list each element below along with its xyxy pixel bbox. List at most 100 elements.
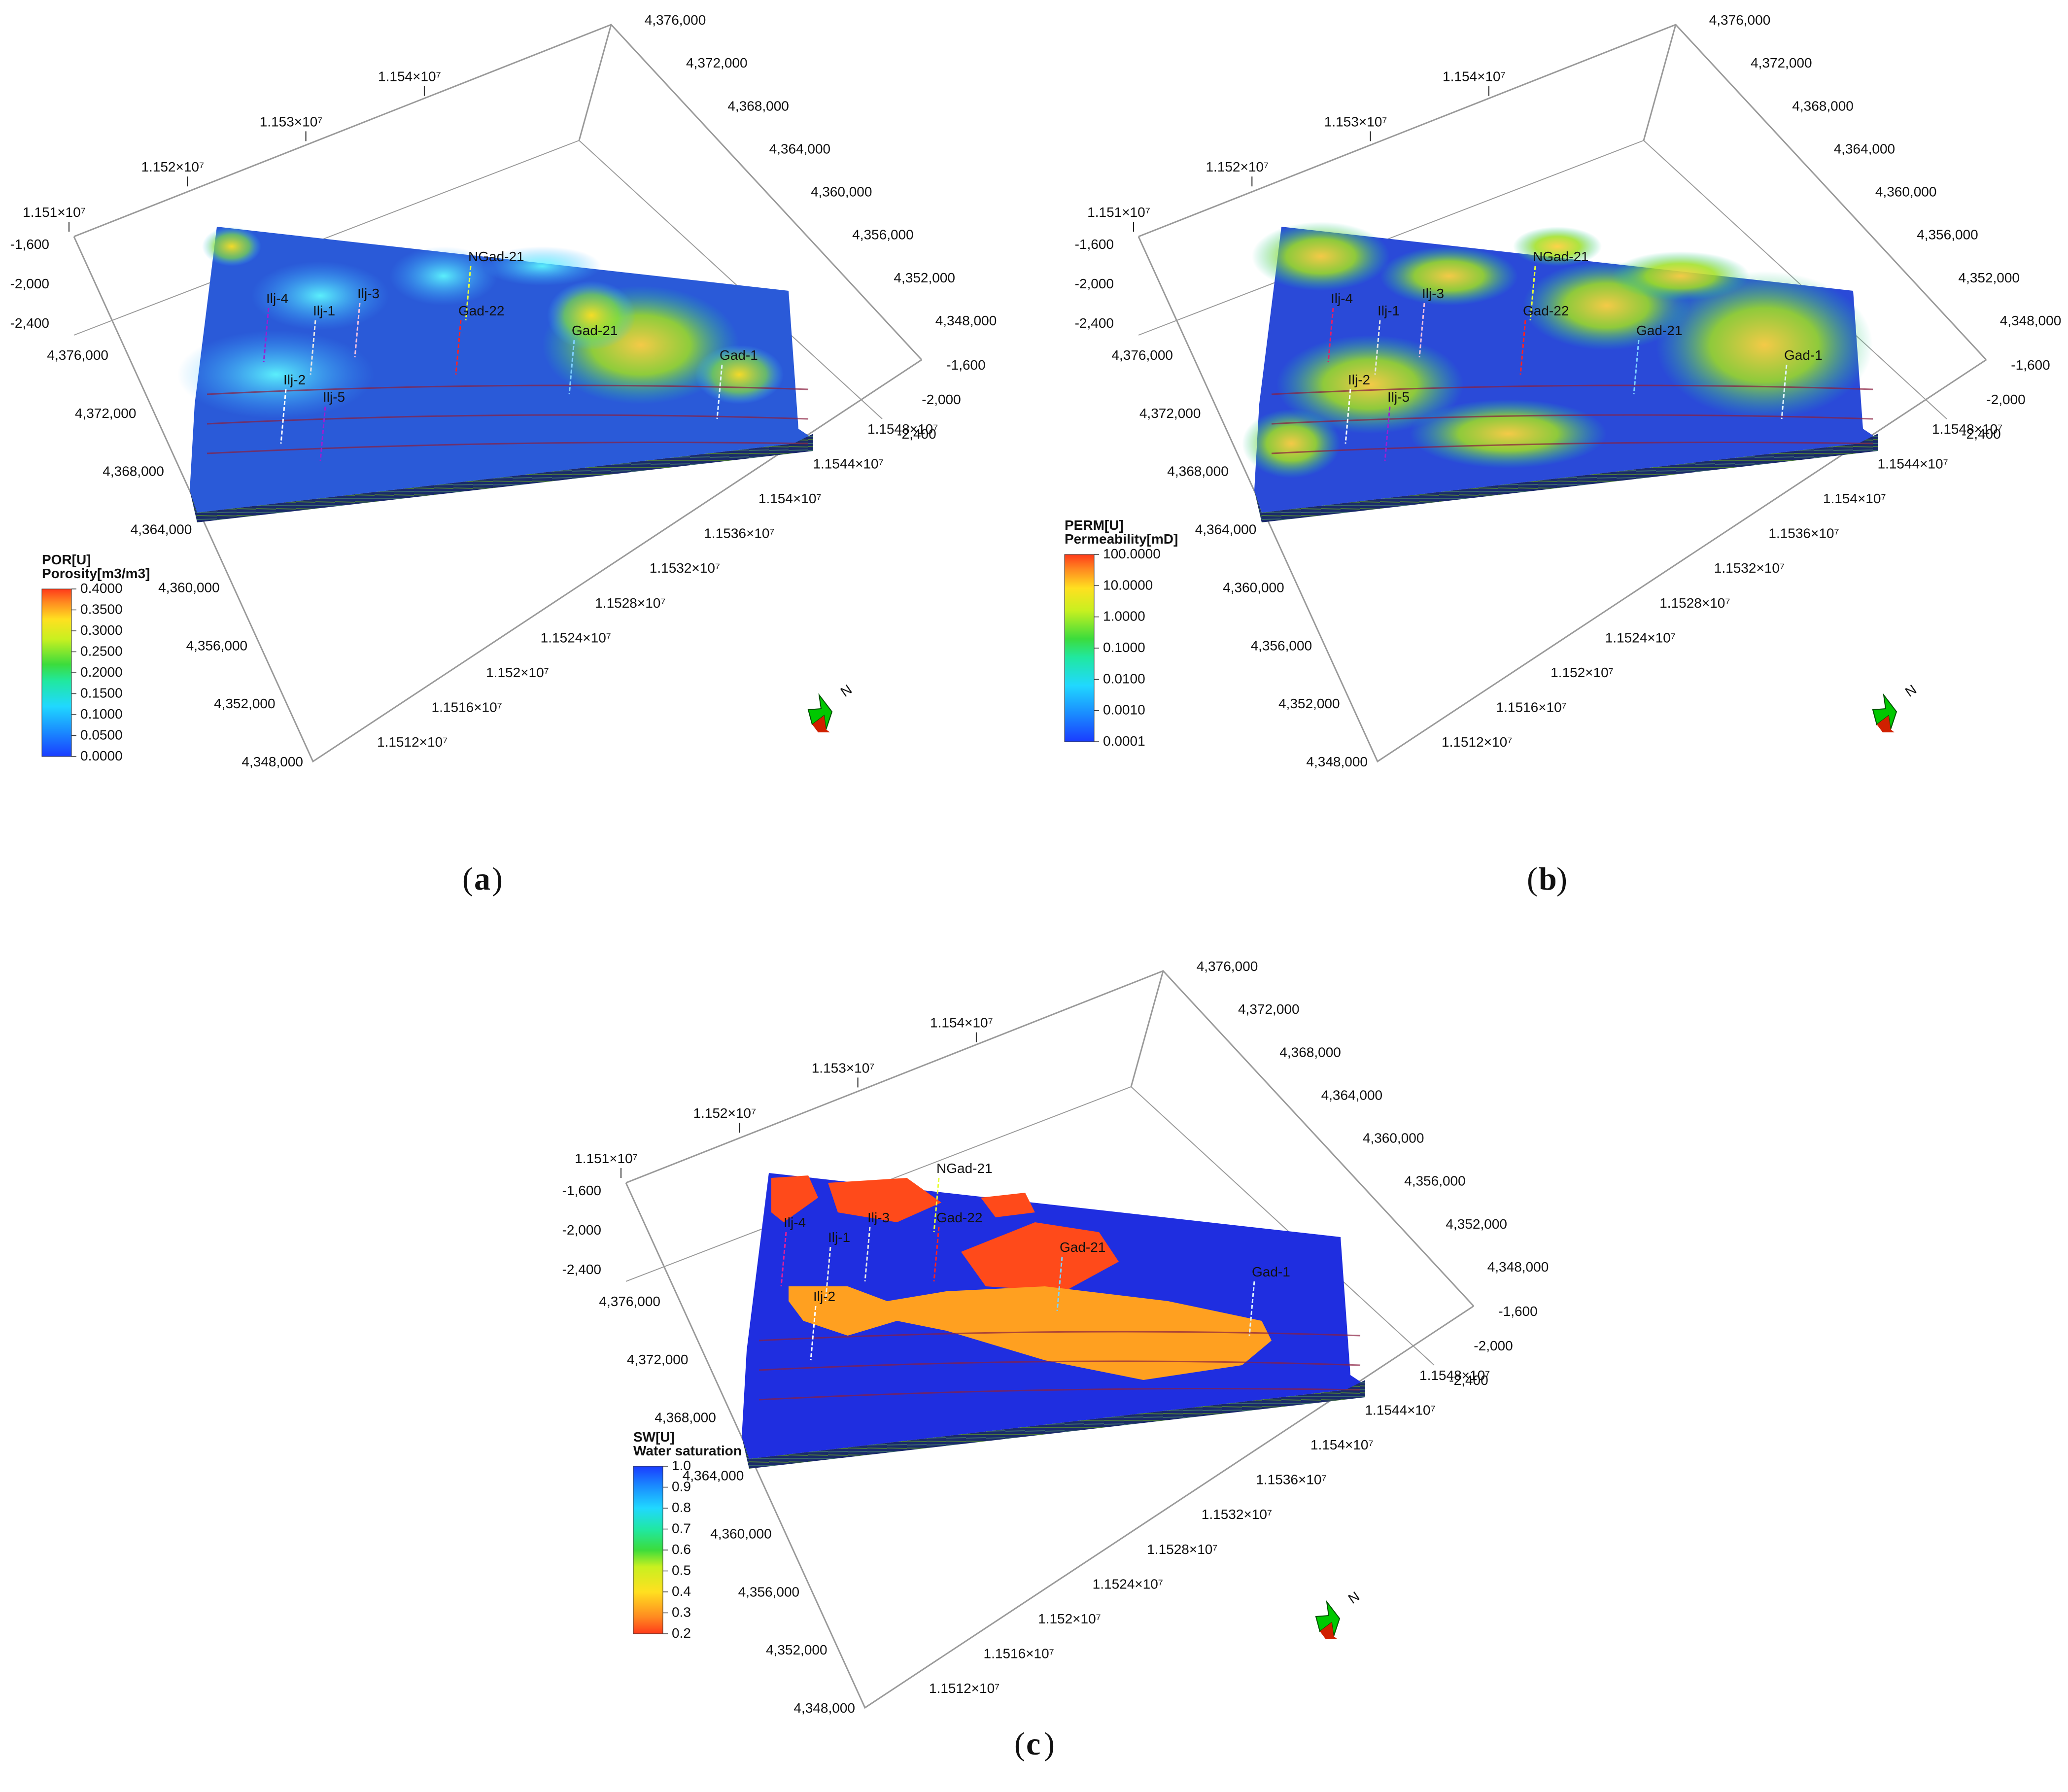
left-y-tick-label: 4,364,000 xyxy=(683,1468,744,1483)
well-trajectory xyxy=(1418,303,1425,358)
right-z-tick-label: -1,600 xyxy=(2011,357,2050,373)
caption-letter: c xyxy=(1026,1726,1040,1762)
left-y-tick-label: 4,376,000 xyxy=(1111,347,1173,363)
well-label: Gad-21 xyxy=(572,323,618,338)
left-y-tick-label: 4,348,000 xyxy=(793,1700,855,1716)
left-y-tick-label: 4,364,000 xyxy=(131,522,192,537)
box-inner-edge xyxy=(1138,140,1644,336)
bottom-x-tick-label: 1.1548×10⁷ xyxy=(1932,421,2002,437)
top-x-tick-label: 1.154×10⁷ xyxy=(378,69,441,84)
well-label: Ilj-5 xyxy=(1387,389,1410,405)
bottom-x-tick-label: 1.1532×10⁷ xyxy=(1202,1507,1272,1522)
caption-paren-close: ) xyxy=(1044,1726,1055,1762)
right-y-tick-label: 4,352,000 xyxy=(894,270,955,285)
legend-color-bar xyxy=(1064,554,1095,742)
left-y-tick-label: 4,360,000 xyxy=(710,1526,772,1541)
well-trajectory xyxy=(864,1227,871,1282)
well-label: Gad-22 xyxy=(458,303,504,318)
north-arrow: N xyxy=(1872,682,1919,732)
right-y-tick-label: 4,360,000 xyxy=(811,184,872,200)
well-trajectory xyxy=(1384,406,1391,461)
right-y-tick-label: 4,352,000 xyxy=(1446,1216,1507,1232)
legend-title: PERM[U] xyxy=(1065,517,1124,533)
right-z-tick-label: -2,400 xyxy=(897,426,936,442)
north-arrow-base xyxy=(1320,1622,1338,1639)
right-y-tick-label: 4,368,000 xyxy=(1279,1044,1341,1060)
porosity-blob xyxy=(483,246,601,286)
well-label: Gad-21 xyxy=(1060,1240,1105,1255)
horizons xyxy=(758,1331,1361,1401)
well-trajectory xyxy=(1374,320,1381,375)
permeability-blob xyxy=(1242,409,1341,478)
well-label: Ilj-3 xyxy=(1422,286,1444,301)
permeability-blob xyxy=(1252,222,1390,291)
left-z-tick-label: -1,600 xyxy=(562,1183,601,1198)
box-vertical-edge xyxy=(1643,24,1677,141)
left-y-tick-label: 4,368,000 xyxy=(655,1410,716,1425)
well-label: Ilj-2 xyxy=(1348,372,1370,387)
bottom-x-tick-label: 1.1512×10⁷ xyxy=(929,1681,1000,1696)
left-y-tick-label: 4,348,000 xyxy=(1306,754,1368,769)
horizons xyxy=(207,384,809,454)
well-trajectory xyxy=(354,303,361,358)
well-trajectory xyxy=(455,320,462,375)
bottom-x-tick-label: 1.1528×10⁷ xyxy=(1659,595,1730,611)
permeability-blob xyxy=(1656,271,1873,419)
porosity-blob xyxy=(695,345,784,404)
well-label: Ilj-4 xyxy=(266,291,288,306)
bottom-x-tick-label: 1.1548×10⁷ xyxy=(1419,1368,1490,1383)
legend-tick-label: 0.0001 xyxy=(1103,733,1145,749)
well-trajectory xyxy=(780,1232,787,1287)
bottom-x-axis: 1.1512×10⁷ 1.1516×10⁷ 1.152×10⁷ 1.1524×10⁷ 1… xyxy=(929,1368,1490,1696)
well-trajectory xyxy=(1327,308,1334,363)
legend-title: SW[U] xyxy=(633,1429,675,1445)
right-z-tick-label: -1,600 xyxy=(946,357,985,373)
caption-paren-open: ( xyxy=(1527,861,1538,897)
right-y-tick-label: 4,368,000 xyxy=(1792,98,1854,113)
bottom-x-tick-label: 1.1544×10⁷ xyxy=(1365,1403,1435,1418)
well-trajectory xyxy=(810,1306,817,1361)
right-z-tick-label: -2,000 xyxy=(1474,1338,1513,1353)
well-label: Ilj-1 xyxy=(313,303,335,318)
legend-tick-label: 0.1000 xyxy=(80,706,123,722)
well-trajectory xyxy=(825,1246,831,1302)
horizon-line xyxy=(207,414,809,425)
box-inner-edge xyxy=(73,140,580,336)
well-label: Ilj-2 xyxy=(813,1289,835,1304)
left-y-tick-label: 4,352,000 xyxy=(1278,696,1340,711)
right-y-axis: 4,376,000 4,372,000 4,368,000 4,364,000 4,36… xyxy=(1709,12,2062,328)
porosity-blob xyxy=(547,281,636,350)
right-y-tick-label: 4,356,000 xyxy=(852,227,914,242)
horizon-line xyxy=(758,1388,1361,1401)
right-y-tick-label: 4,360,000 xyxy=(1363,1131,1424,1146)
oil-zone xyxy=(789,1286,1272,1380)
well-label: NGad-21 xyxy=(936,1161,993,1176)
top-x-tick-label: 1.152×10⁷ xyxy=(1206,159,1269,174)
right-y-tick-label: 4,372,000 xyxy=(1751,55,1812,70)
permeability-blob xyxy=(1276,335,1464,434)
well-trajectory xyxy=(310,320,316,375)
model-base-layers xyxy=(1254,434,1878,522)
well-trajectory xyxy=(1529,266,1536,321)
left-z-tick-label: -2,000 xyxy=(10,276,49,291)
top-x-axis: 1.151×10⁷ 1.152×10⁷ 1.153×10⁷ 1.154×10⁷ xyxy=(23,69,441,232)
box-bottom-edge xyxy=(1137,236,1987,763)
bounding-box xyxy=(73,24,923,763)
legend-color-bar xyxy=(41,588,72,757)
bottom-x-tick-label: 1.1524×10⁷ xyxy=(541,630,611,645)
well-label: Ilj-1 xyxy=(1378,303,1400,318)
well-trajectory xyxy=(568,340,575,395)
top-x-tick-label: 1.151×10⁷ xyxy=(575,1151,638,1166)
bottom-x-tick-label: 1.1516×10⁷ xyxy=(1496,699,1567,715)
left-z-axis: -1,600 -2,000 -2,400 xyxy=(10,237,49,331)
horizons xyxy=(1271,384,1873,454)
permeability-blob xyxy=(1513,227,1602,266)
panel-c: 1.151×10⁷ 1.152×10⁷ 1.153×10⁷ 1.154×10⁷ 4,37… xyxy=(562,959,1549,1762)
left-y-axis: 4,376,000 4,372,000 4,368,000 4,364,000 4,36… xyxy=(599,1294,855,1716)
bottom-x-tick-label: 1.1512×10⁷ xyxy=(1442,734,1512,750)
bottom-x-tick-label: 1.1524×10⁷ xyxy=(1093,1576,1163,1591)
porosity-blob xyxy=(177,330,375,419)
horizon-line xyxy=(758,1331,1361,1342)
right-y-tick-label: 4,352,000 xyxy=(1958,270,2020,285)
wells: Ilj-4 Ilj-1 Ilj-3 NGad-21 Gad-22 Gad-21 Gad-1 I… xyxy=(780,1161,1290,1361)
